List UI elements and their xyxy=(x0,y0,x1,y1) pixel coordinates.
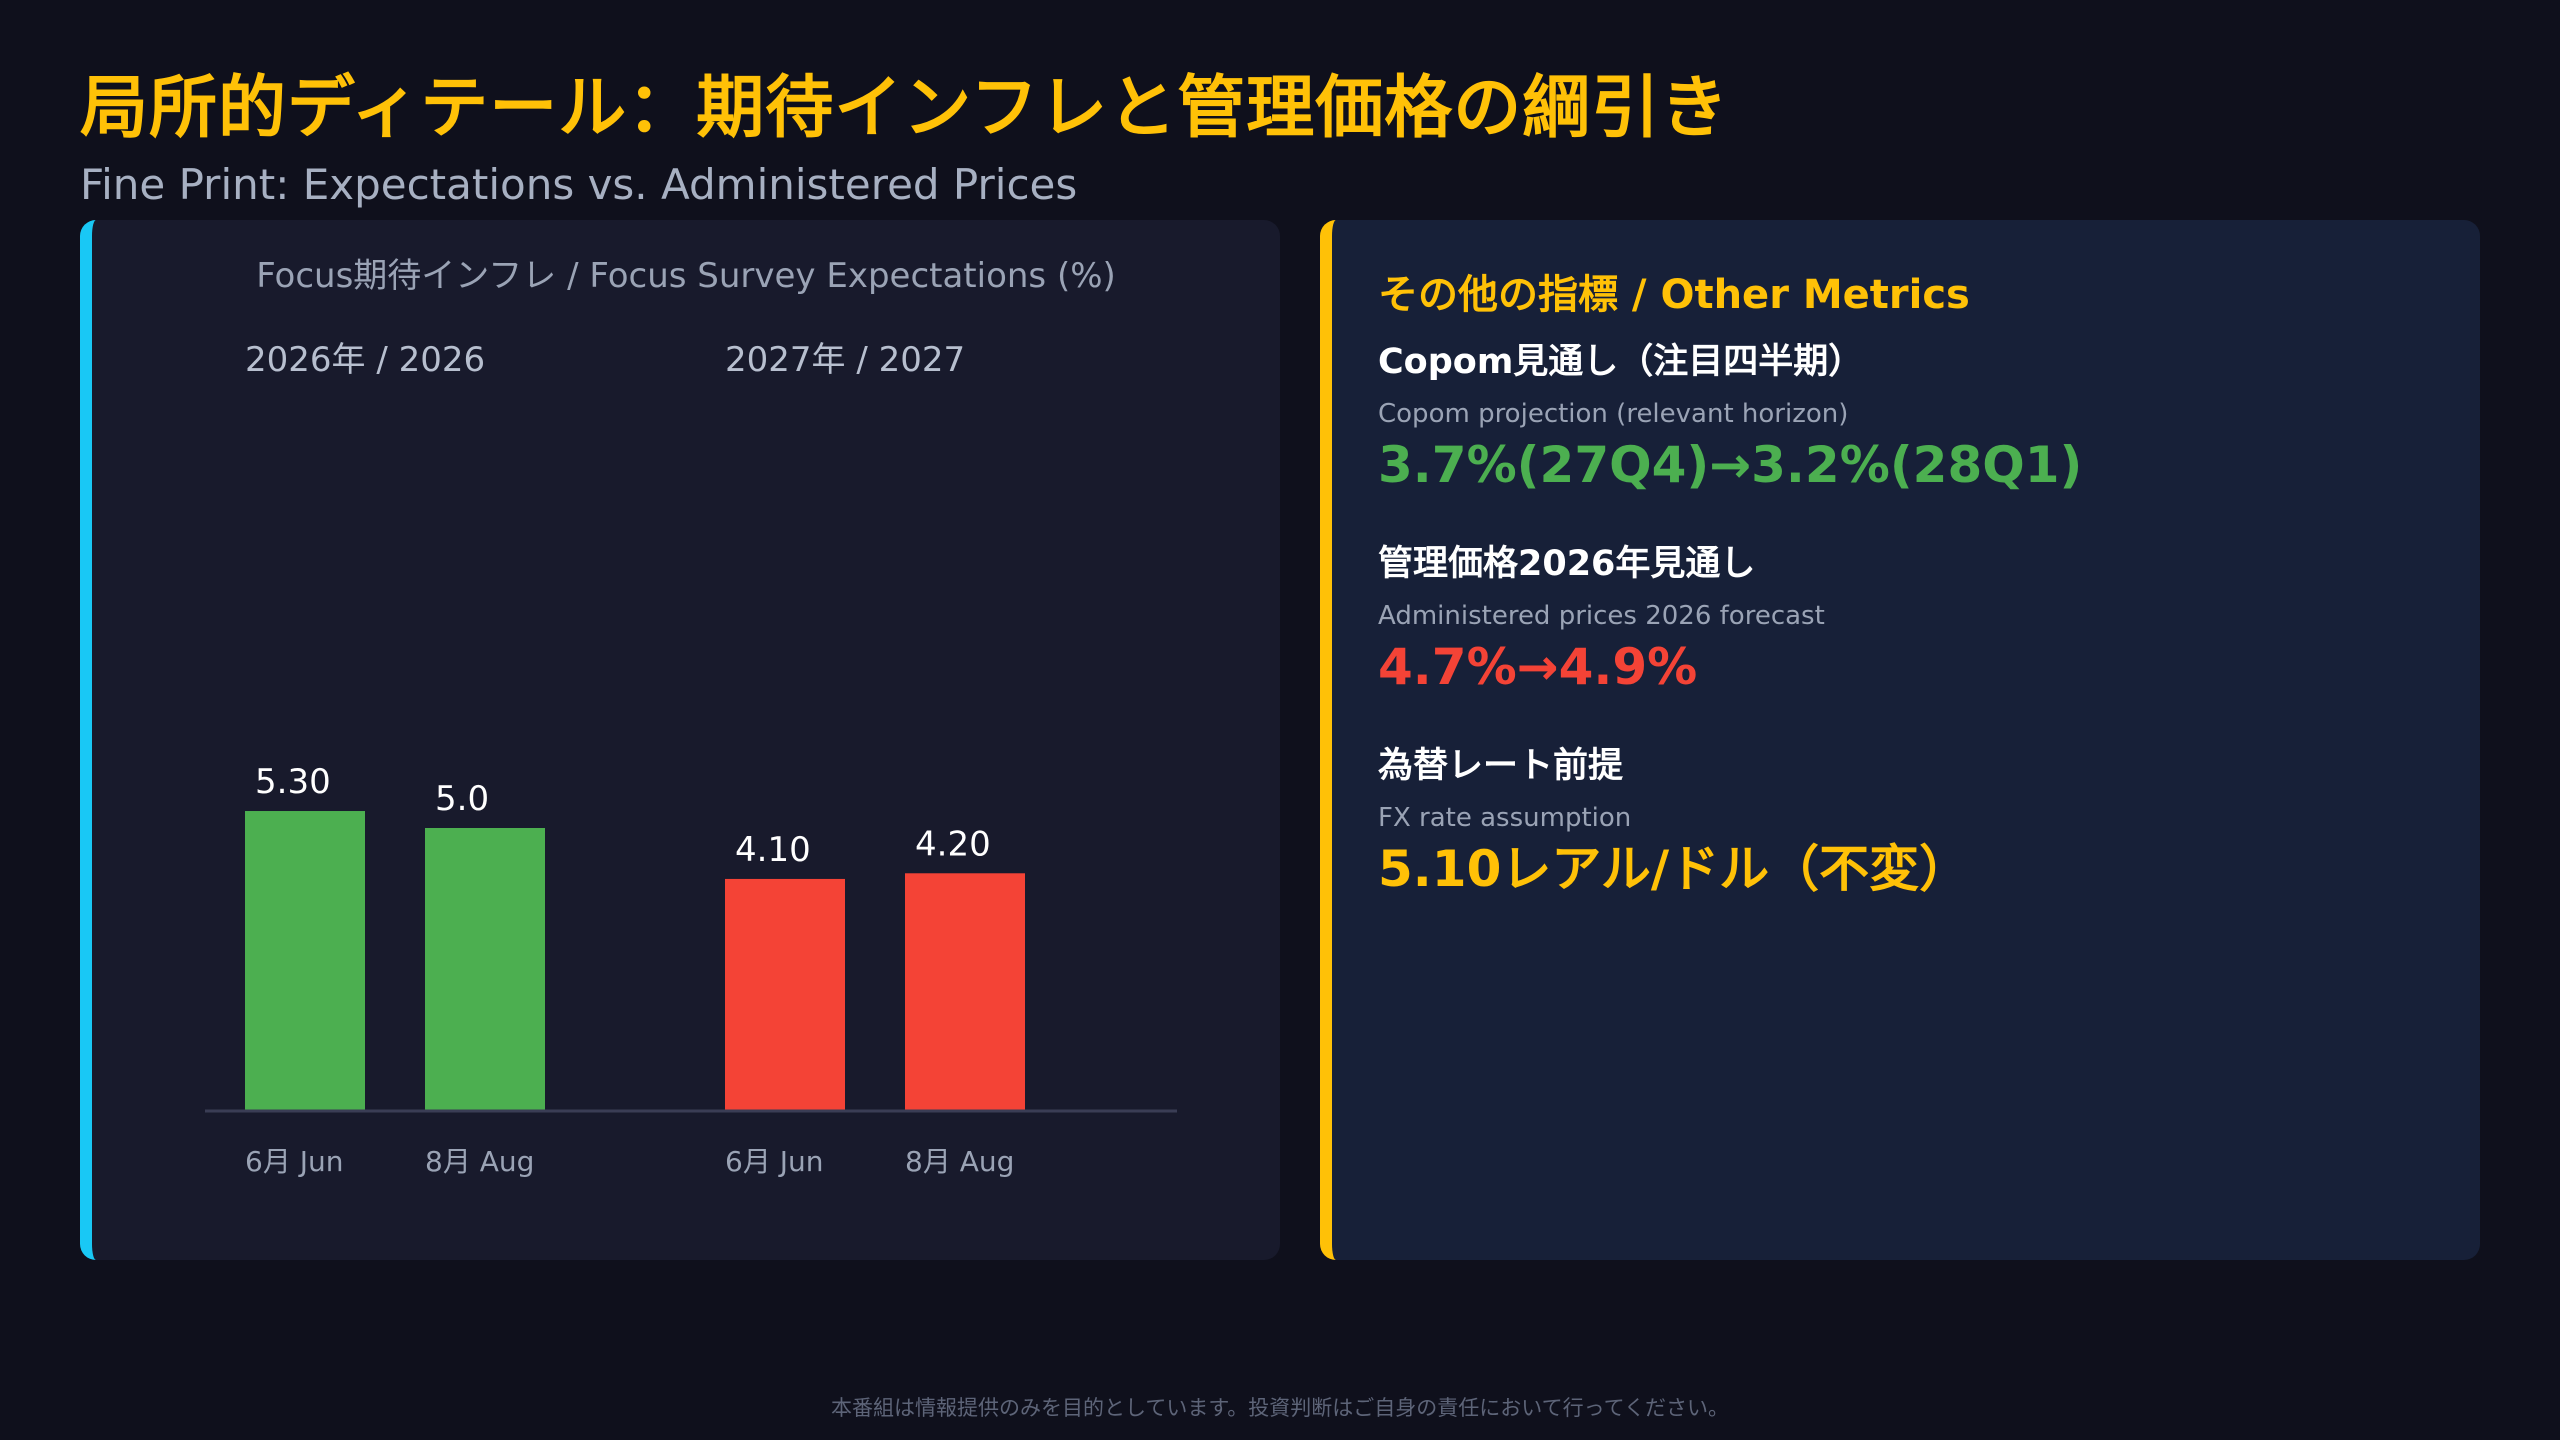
metrics-heading: その他の指標 / Other Metrics xyxy=(1378,272,1970,318)
metric-value: 3.7%(27Q4)→3.2%(28Q1) xyxy=(1378,436,2083,494)
metric-label: 為替レート前提 xyxy=(1378,746,1624,786)
chart-data-label: 5.30 xyxy=(255,762,331,802)
metric-copom-projection: Copom見通し（注目四半期） Copom projection (releva… xyxy=(1378,340,2082,496)
chart-group-label: 2026年 / 2026 xyxy=(245,340,485,380)
chart-panel: Focus期待インフレ / Focus Survey Expectations … xyxy=(80,220,1280,1260)
metrics-panel: その他の指標 / Other Metrics Copom見通し（注目四半期） C… xyxy=(1320,220,2480,1260)
chart-data-label: 4.20 xyxy=(915,824,991,864)
metric-fx-assumption: 為替レート前提 FX rate assumption 5.10レアル/ドル（不変… xyxy=(1378,744,1969,900)
metric-sublabel: Copom projection (relevant horizon) xyxy=(1378,399,1849,429)
disclaimer: 本番組は情報提供のみを目的としています。投資判断はご自身の責任において行ってくだ… xyxy=(831,1396,1729,1420)
chart-tick-label: 8月 Aug xyxy=(905,1145,1014,1178)
metric-value: 4.7%→4.9% xyxy=(1378,638,1698,696)
metric-label: Copom見通し（注目四半期） xyxy=(1378,342,1864,382)
focus-expectations-chart: Focus期待インフレ / Focus Survey Expectations … xyxy=(205,256,1177,1178)
page-title: 局所的ディテール：期待インフレと管理価格の綱引き xyxy=(80,69,1730,148)
chart-tick-label: 6月 Jun xyxy=(725,1145,823,1178)
chart-tick-label: 8月 Aug xyxy=(425,1145,534,1178)
chart-data-label: 4.10 xyxy=(735,830,811,870)
metric-value: 5.10レアル/ドル（不変） xyxy=(1378,840,1970,898)
chart-bar xyxy=(725,878,845,1111)
chart-title: Focus期待インフレ / Focus Survey Expectations … xyxy=(256,256,1116,296)
metric-label: 管理価格2026年見通し xyxy=(1378,544,1756,584)
chart-data-label: 5.0 xyxy=(435,779,489,819)
page-subtitle: Fine Print: Expectations vs. Administere… xyxy=(80,160,1078,209)
chart-group-label: 2027年 / 2027 xyxy=(725,340,965,380)
metric-sublabel: FX rate assumption xyxy=(1378,803,1632,833)
chart-bar xyxy=(245,811,365,1111)
metric-administered-prices: 管理価格2026年見通し Administered prices 2026 fo… xyxy=(1378,542,1825,698)
chart-tick-label: 6月 Jun xyxy=(245,1145,343,1178)
chart-bar xyxy=(905,873,1025,1111)
metric-sublabel: Administered prices 2026 forecast xyxy=(1378,601,1825,631)
chart-bar xyxy=(425,828,545,1111)
